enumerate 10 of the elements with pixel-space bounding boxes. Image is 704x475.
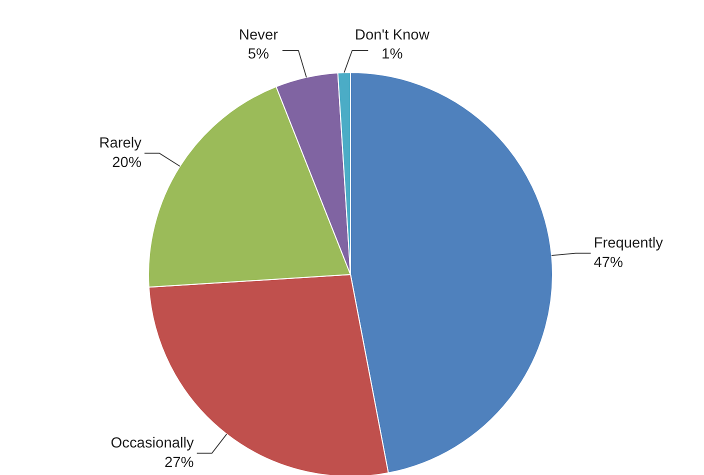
data-label: 20% [112,154,142,171]
slice-label: Don't Know [354,27,430,44]
slice-label: Occasionally [110,436,195,452]
data-label: 5% [248,46,270,62]
data-label: 27% [164,454,194,471]
slice-label: Frequently [594,236,664,252]
slice-label: Never [238,27,278,44]
slice-label: Rarely [99,136,142,152]
data-label: 1% [382,46,403,62]
data-label: 47% [594,254,624,271]
